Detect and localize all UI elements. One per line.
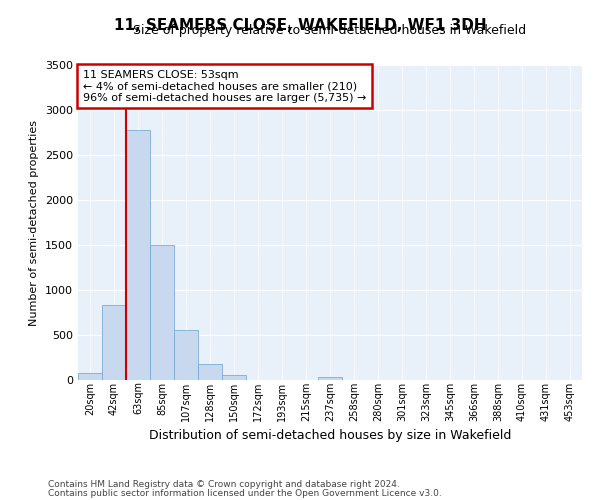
Bar xyxy=(126,130,150,380)
Bar xyxy=(222,374,246,380)
Text: Contains HM Land Registry data © Crown copyright and database right 2024.: Contains HM Land Registry data © Crown c… xyxy=(48,480,400,489)
Bar xyxy=(174,330,198,380)
Text: Contains public sector information licensed under the Open Government Licence v3: Contains public sector information licen… xyxy=(48,489,442,498)
Text: 11, SEAMERS CLOSE, WAKEFIELD, WF1 3DH: 11, SEAMERS CLOSE, WAKEFIELD, WF1 3DH xyxy=(113,18,487,32)
Text: 11 SEAMERS CLOSE: 53sqm
← 4% of semi-detached houses are smaller (210)
96% of se: 11 SEAMERS CLOSE: 53sqm ← 4% of semi-det… xyxy=(83,70,367,103)
Bar xyxy=(198,364,222,380)
Bar xyxy=(318,378,342,380)
Y-axis label: Number of semi-detached properties: Number of semi-detached properties xyxy=(29,120,40,326)
X-axis label: Distribution of semi-detached houses by size in Wakefield: Distribution of semi-detached houses by … xyxy=(149,429,511,442)
Bar xyxy=(78,373,102,380)
Bar xyxy=(102,306,126,380)
Bar xyxy=(150,245,174,380)
Title: Size of property relative to semi-detached houses in Wakefield: Size of property relative to semi-detach… xyxy=(133,24,527,38)
